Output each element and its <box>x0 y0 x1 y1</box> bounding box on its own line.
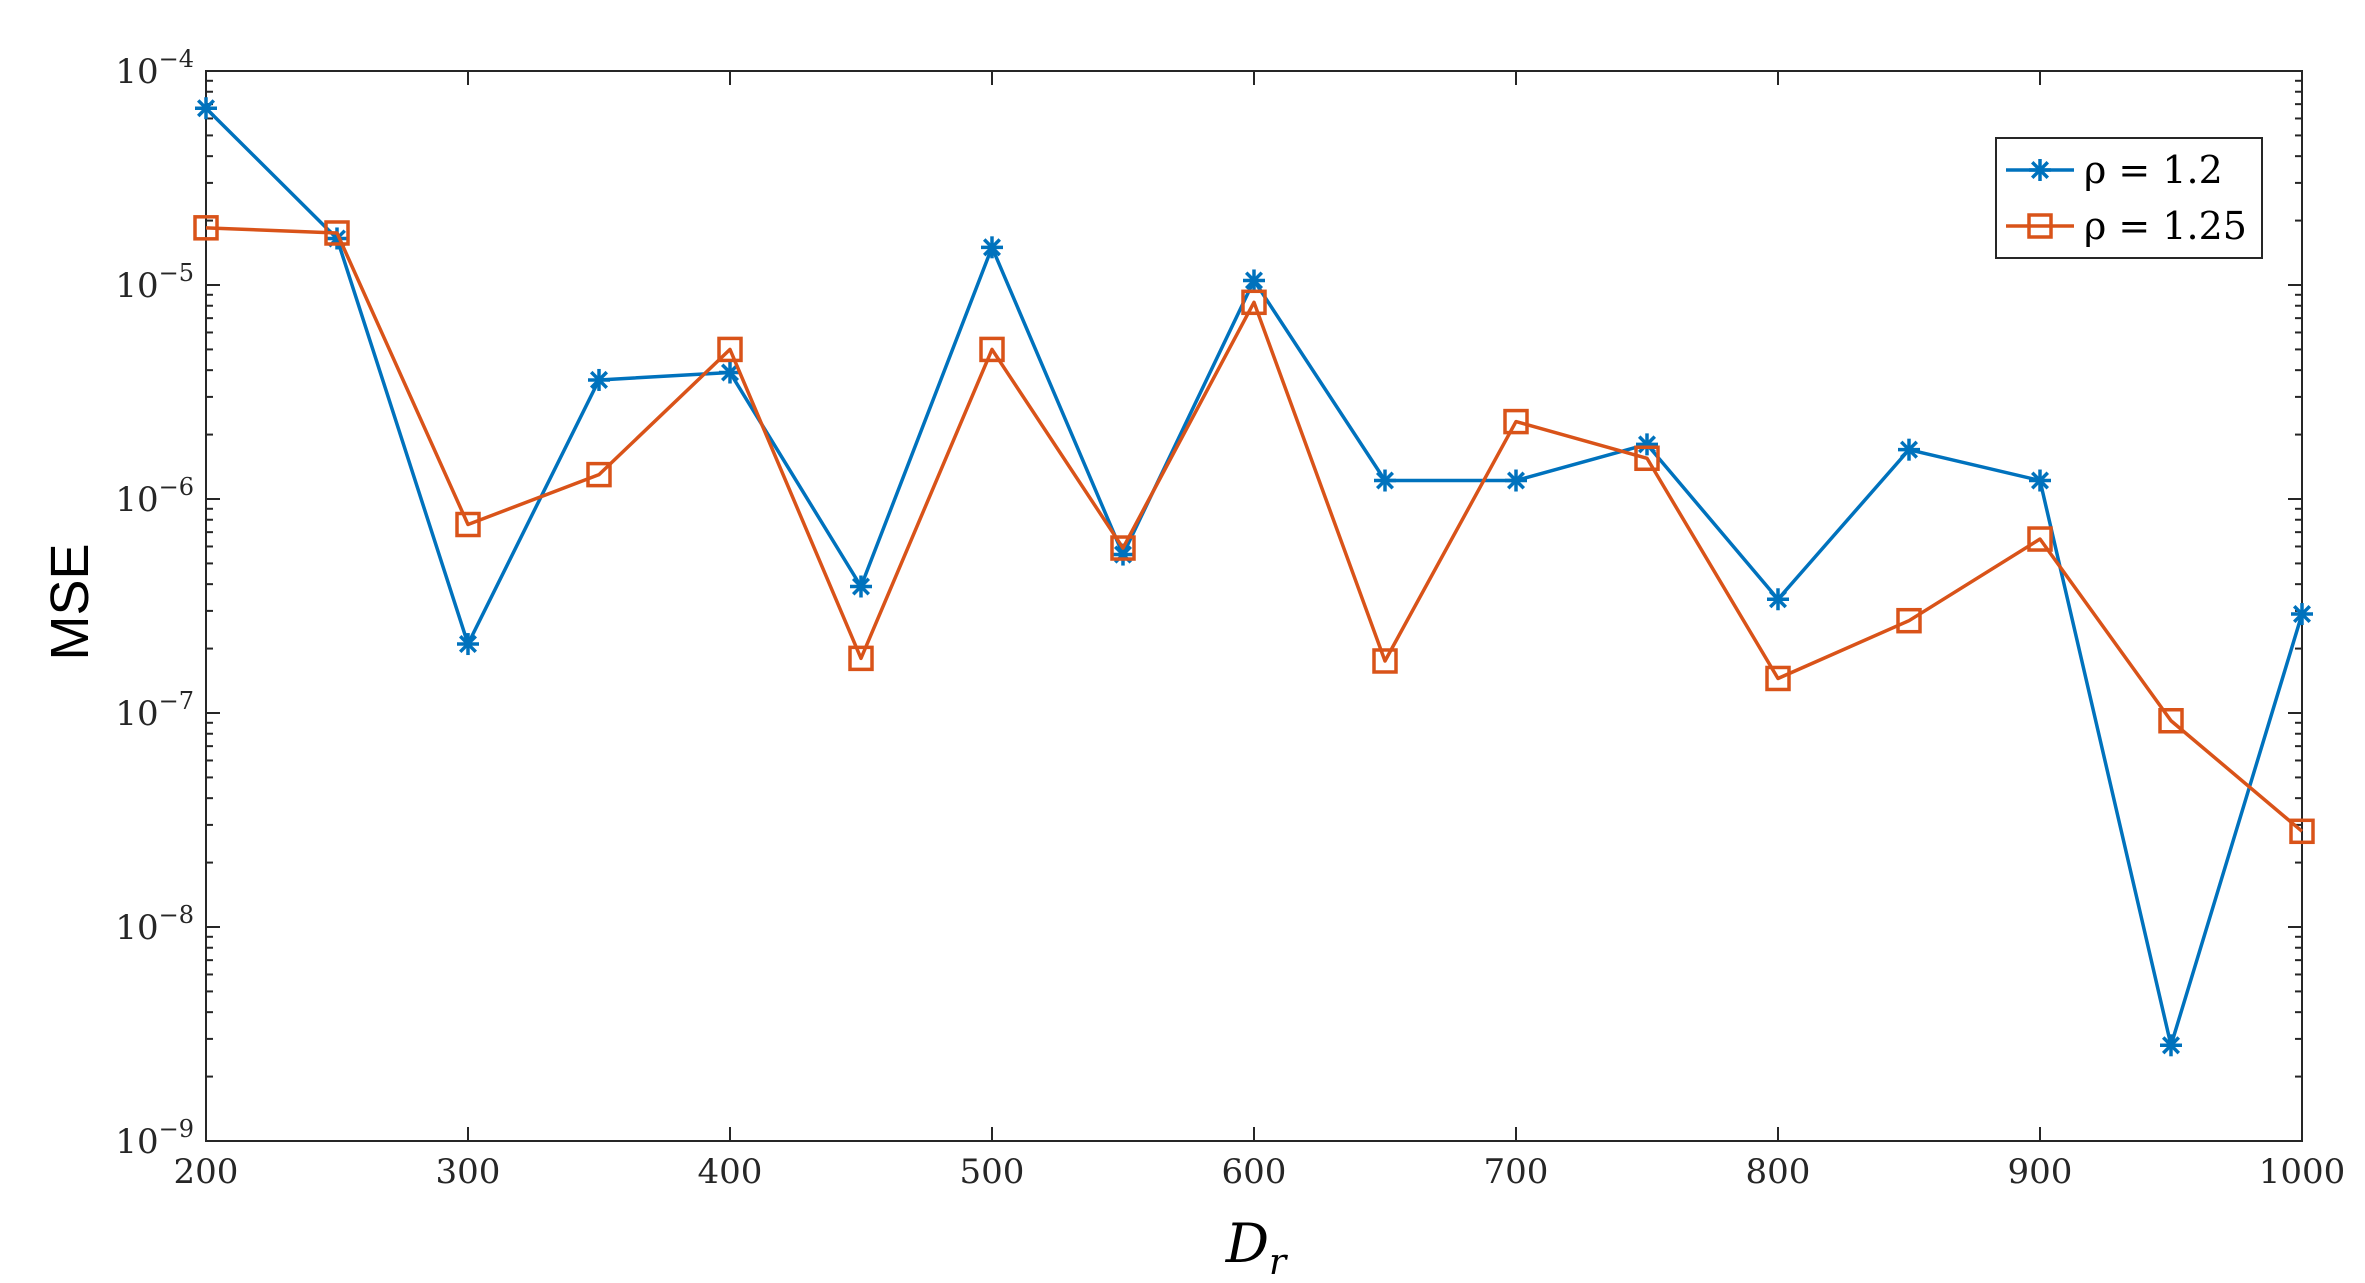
y-tick-label-base: 10 <box>115 52 158 92</box>
data-point-square <box>1634 445 1660 472</box>
series-layer <box>193 97 2315 1057</box>
data-point-square <box>717 336 743 363</box>
x-axis-label-subscript: r <box>1269 1242 1288 1283</box>
legend-label: ρ = 1.2 <box>2084 148 2223 192</box>
data-point-asterisk <box>195 97 217 120</box>
x-axis-label: Dr <box>1225 1212 1288 1283</box>
data-point-asterisk <box>1505 469 1527 492</box>
y-tick-label-exponent: −9 <box>159 1115 194 1143</box>
y-tick-label-base: 10 <box>115 908 158 948</box>
x-tick-label: 400 <box>698 1152 763 1192</box>
data-point-square <box>2158 707 2184 734</box>
data-point-square <box>1765 665 1791 692</box>
legend-entry: ρ = 1.2 <box>2006 148 2223 192</box>
data-point-square <box>1896 607 1922 634</box>
x-tick-label: 700 <box>1484 1152 1549 1192</box>
y-tick-label: 10−8 <box>115 901 194 948</box>
data-point-asterisk <box>457 633 479 656</box>
data-point-asterisk <box>850 575 872 598</box>
data-point-square <box>2027 526 2053 552</box>
x-tick-label: 1000 <box>2259 1152 2346 1192</box>
y-tick-label-base: 10 <box>115 1122 158 1162</box>
y-tick-label-exponent: −6 <box>159 473 194 501</box>
data-point-asterisk <box>1898 438 1920 461</box>
data-point-square <box>586 461 612 488</box>
series-2 <box>193 215 2315 845</box>
data-point-square <box>848 645 874 672</box>
series-1 <box>195 97 2313 1057</box>
data-point-asterisk <box>1636 433 1658 456</box>
y-tick-label-exponent: −7 <box>159 687 194 715</box>
data-point-square <box>979 336 1005 363</box>
data-point-asterisk <box>588 368 610 391</box>
data-point-asterisk <box>2160 1034 2182 1057</box>
data-point-asterisk <box>1767 588 1789 611</box>
y-tick-label-base: 10 <box>115 480 158 520</box>
y-tick-label: 10−6 <box>115 473 194 520</box>
x-axis-label-main: D <box>1225 1212 1269 1275</box>
series-line <box>205 226 2304 833</box>
data-point-square <box>193 215 219 241</box>
y-tick-label-exponent: −4 <box>159 45 194 73</box>
legend-marker-asterisk <box>2029 159 2051 181</box>
data-point-square <box>1503 408 1529 435</box>
plot-frame <box>205 70 2303 1142</box>
x-tick-label: 900 <box>2008 1152 2073 1192</box>
x-tick-label: 600 <box>1222 1152 1287 1192</box>
data-point-asterisk <box>1374 469 1396 492</box>
data-point-asterisk <box>981 236 1003 259</box>
legend-marker-square <box>2027 213 2053 239</box>
y-tick-label-exponent: −5 <box>159 259 194 287</box>
y-tick-label: 10−4 <box>115 45 194 92</box>
y-tick-label-base: 10 <box>115 266 158 306</box>
data-point-square <box>2289 818 2315 845</box>
data-point-square <box>1372 648 1398 674</box>
series-line <box>204 106 2304 1048</box>
data-point-square <box>455 511 481 538</box>
data-point-asterisk <box>719 361 741 384</box>
data-point-square <box>324 220 350 246</box>
legend-entry: ρ = 1.25 <box>2006 204 2247 248</box>
y-tick-label: 10−5 <box>115 259 194 306</box>
x-tick-label: 800 <box>1746 1152 1811 1192</box>
axes: 200 300 400 500 600 700 800 900 100010−910−810−7… <box>115 45 2345 1192</box>
data-point-asterisk <box>2291 603 2313 626</box>
y-axis-label: MSE <box>40 543 100 660</box>
data-point-square <box>1241 289 1267 316</box>
x-tick-label: 300 <box>436 1152 501 1192</box>
y-tick-label: 10−9 <box>115 1115 194 1162</box>
legend-label: ρ = 1.25 <box>2084 204 2247 248</box>
y-tick-label: 10−7 <box>115 687 194 734</box>
y-tick-label-base: 10 <box>115 694 158 734</box>
y-tick-label-exponent: −8 <box>159 901 194 929</box>
legend: ρ = 1.2 ρ = 1.25 <box>1995 137 2263 259</box>
x-tick-label: 200 <box>174 1152 239 1192</box>
data-point-asterisk <box>1243 269 1265 292</box>
data-point-asterisk <box>2029 469 2051 492</box>
x-tick-label: 500 <box>960 1152 1025 1192</box>
data-point-square <box>1110 535 1136 561</box>
